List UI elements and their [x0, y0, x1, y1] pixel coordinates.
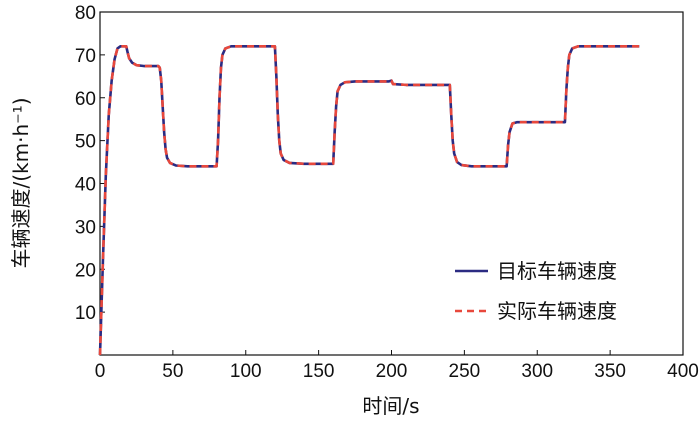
x-tick-label: 400	[667, 361, 699, 382]
y-axis-title: 车辆速度/(km·h⁻¹)	[9, 97, 33, 268]
x-tick-label: 350	[594, 361, 626, 382]
x-tick-label: 250	[449, 361, 481, 382]
series-layer	[98, 44, 640, 356]
y-tick-label: 50	[75, 132, 96, 153]
y-tick-label: 10	[75, 303, 96, 324]
x-tick-label: 0	[95, 361, 106, 382]
x-tick-label: 200	[376, 361, 408, 382]
x-tick-label: 300	[521, 361, 553, 382]
y-tick-label: 40	[75, 175, 96, 196]
y-tick-label: 70	[75, 46, 96, 67]
x-axis-title: 时间/s	[362, 394, 419, 418]
x-tick-label: 100	[230, 361, 262, 382]
legend-label-target: 目标车辆速度	[497, 259, 617, 283]
legend-label-actual: 实际车辆速度	[497, 299, 617, 323]
series-line-actual-speed	[98, 44, 640, 356]
y-tick-label: 20	[75, 260, 96, 281]
x-tick-label: 50	[162, 361, 183, 382]
y-tick-label: 60	[75, 89, 96, 110]
x-tick-label: 150	[303, 361, 335, 382]
y-tick-label: 80	[75, 3, 96, 24]
y-tick-label: 30	[75, 217, 96, 238]
ticks-layer: 0 50 100 150 200 250 300 350 400 10 20 30 40 50 60 70 80	[75, 3, 699, 382]
legend-box	[438, 248, 680, 338]
